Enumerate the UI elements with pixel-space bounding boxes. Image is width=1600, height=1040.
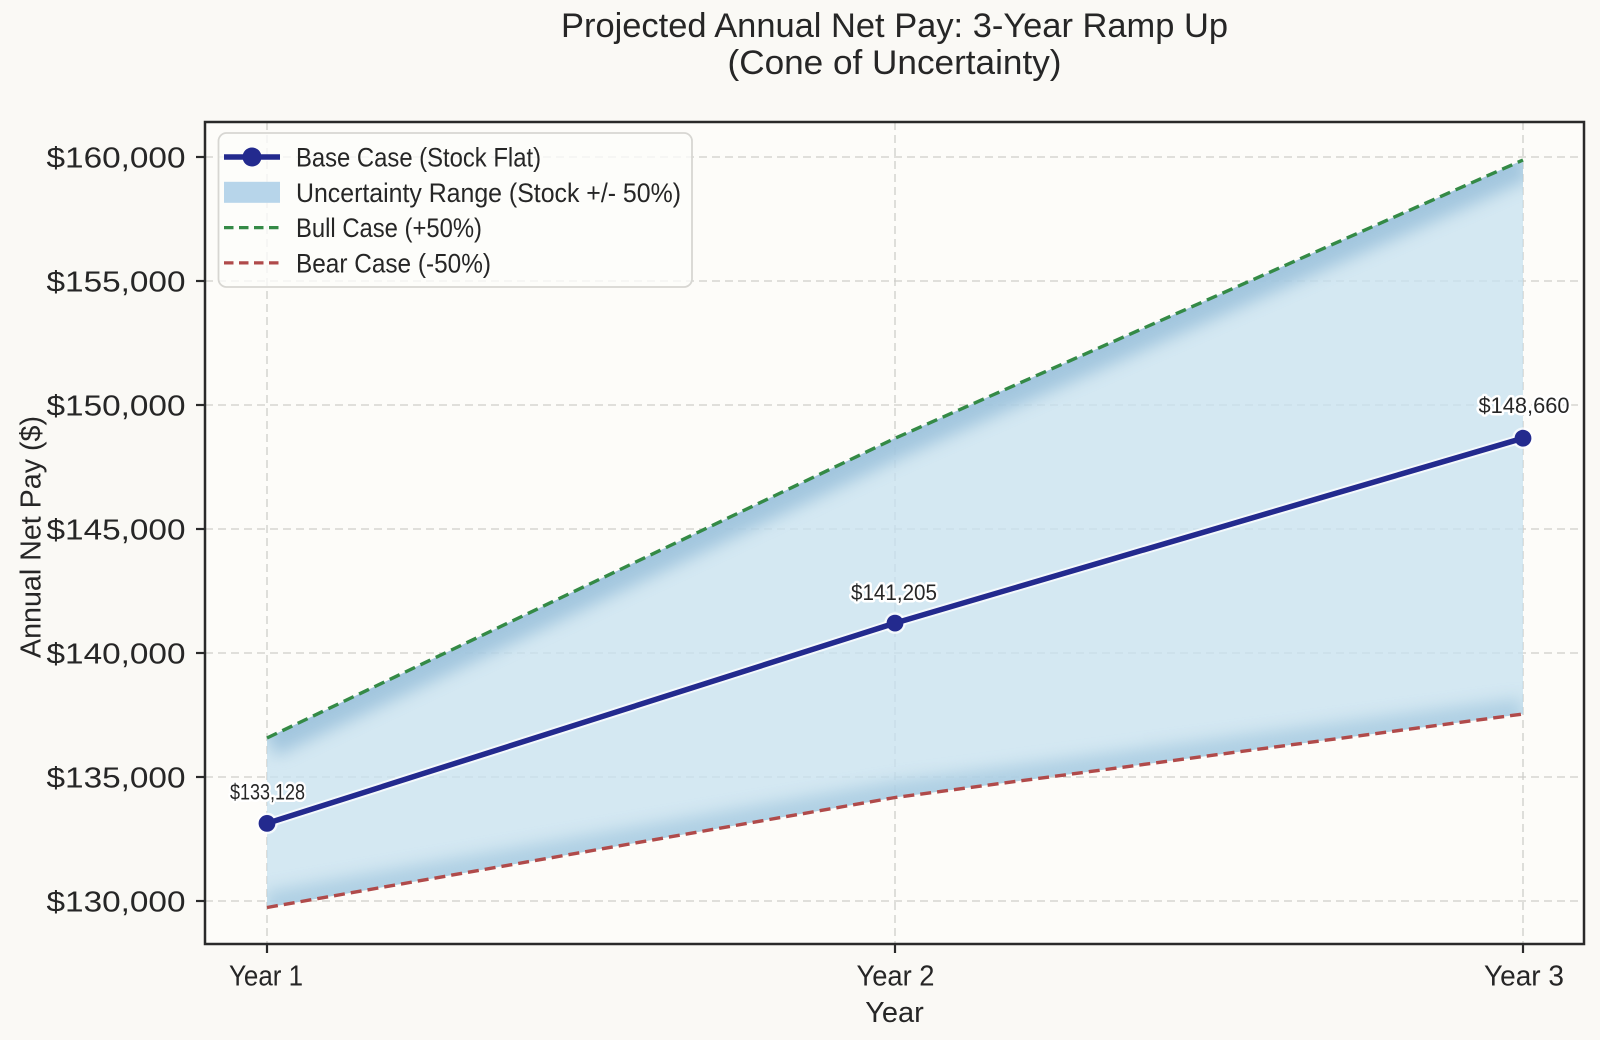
svg-text:$133,128: $133,128 (230, 780, 305, 805)
svg-text:$140,000: $140,000 (47, 639, 186, 671)
svg-text:Uncertainty Range (Stock +/- 5: Uncertainty Range (Stock +/- 50%) (296, 178, 681, 208)
svg-text:Bear Case (-50%): Bear Case (-50%) (296, 248, 491, 278)
svg-text:$141,205: $141,205 (851, 580, 937, 605)
svg-text:$130,000: $130,000 (47, 887, 186, 919)
svg-text:Year 3: Year 3 (1484, 961, 1564, 993)
svg-text:$160,000: $160,000 (47, 143, 186, 175)
svg-text:Year: Year (865, 997, 924, 1029)
svg-text:Year 2: Year 2 (857, 961, 935, 993)
svg-text:$135,000: $135,000 (47, 763, 186, 795)
svg-text:Annual Net Pay ($): Annual Net Pay ($) (16, 416, 48, 658)
svg-text:Projected Annual Net Pay: 3-Ye: Projected Annual Net Pay: 3-Year Ramp Up (561, 7, 1228, 45)
svg-text:$150,000: $150,000 (47, 391, 186, 423)
svg-text:Bull Case (+50%): Bull Case (+50%) (296, 213, 482, 243)
svg-text:Base Case (Stock Flat): Base Case (Stock Flat) (296, 143, 541, 173)
svg-text:$155,000: $155,000 (47, 267, 186, 299)
svg-text:Year 1: Year 1 (229, 961, 303, 993)
svg-text:(Cone of Uncertainty): (Cone of Uncertainty) (728, 44, 1062, 82)
svg-text:$145,000: $145,000 (47, 515, 186, 547)
svg-text:$148,660: $148,660 (1479, 393, 1570, 418)
